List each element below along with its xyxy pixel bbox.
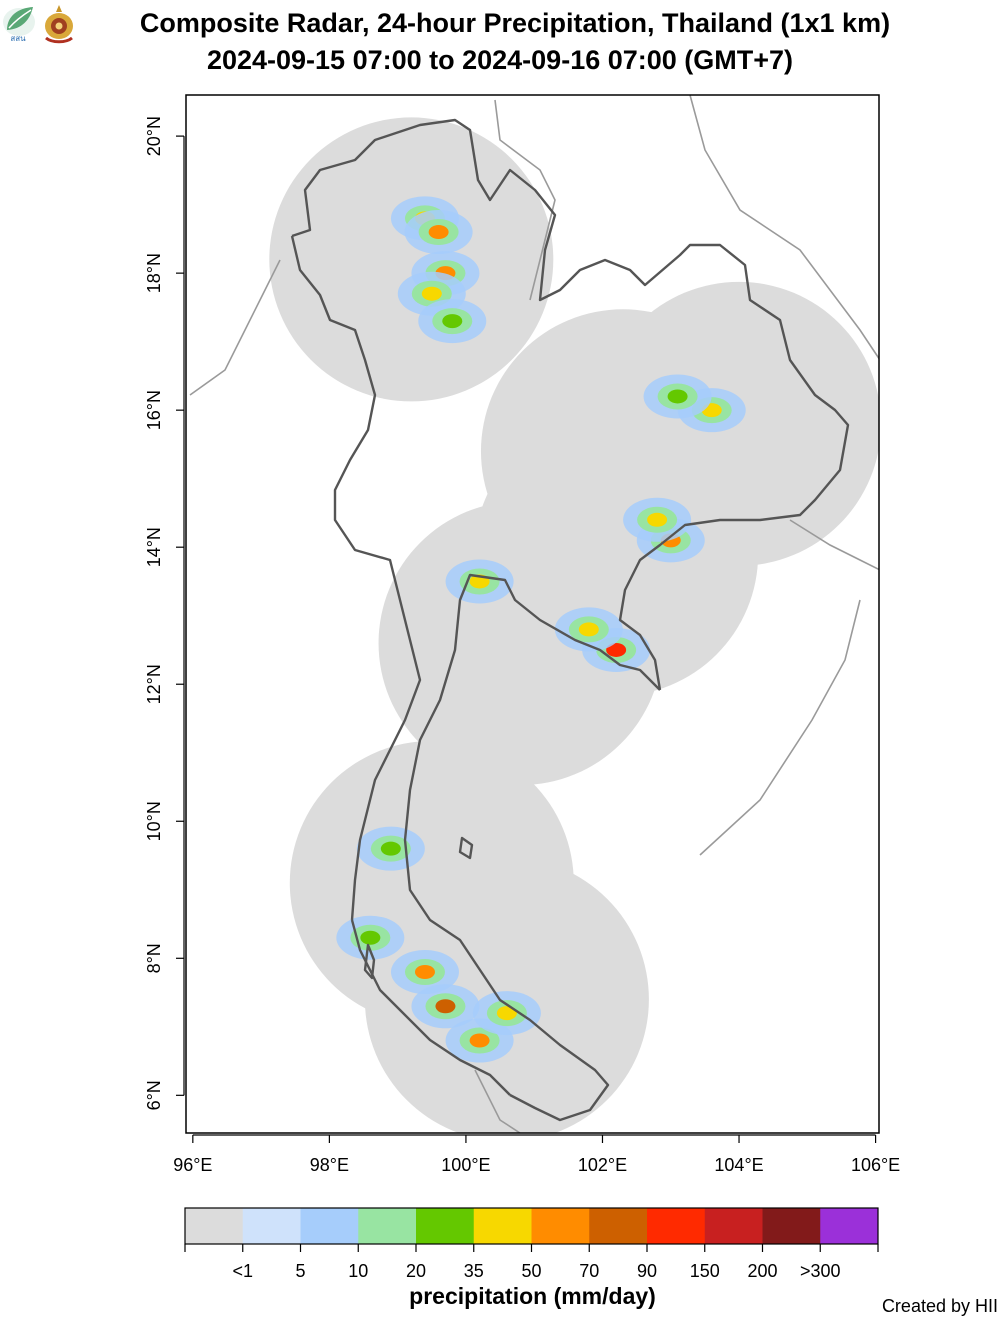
latitude-axis: 6°N 8°N 10°N 12°N 14°N 16°N 18°N 20°N bbox=[144, 116, 185, 1110]
cambodia-vietnam-border bbox=[789, 519, 879, 571]
rain-cell-4 bbox=[442, 314, 463, 329]
map-panel-frame bbox=[185, 94, 880, 1134]
legend-swatch-9 bbox=[704, 1208, 763, 1244]
myanmar-coast bbox=[189, 259, 281, 396]
vietnam-coast bbox=[699, 599, 861, 856]
rain-cell-16 bbox=[360, 930, 381, 945]
legend-swatch-8 bbox=[647, 1208, 706, 1244]
hii-logo-text: สสน bbox=[10, 34, 26, 43]
legend-label: 70 bbox=[579, 1261, 599, 1281]
rain-cell-6 bbox=[667, 389, 688, 404]
rain-cell-3 bbox=[421, 286, 442, 301]
radar-coverage-6 bbox=[474, 412, 759, 697]
legend-swatch-1 bbox=[242, 1208, 301, 1244]
myanmar-laos-border-north bbox=[494, 99, 556, 301]
legend-swatch-10 bbox=[762, 1208, 821, 1244]
agency-logos: สสน bbox=[3, 5, 73, 44]
thailand-andaman-coast bbox=[350, 919, 511, 1096]
radar-coverage-0 bbox=[269, 117, 554, 402]
koh-samui-island bbox=[458, 836, 474, 860]
lat-tick-label: 8°N bbox=[144, 943, 164, 973]
legend-swatch-4 bbox=[416, 1208, 475, 1244]
phuket-island bbox=[363, 943, 376, 980]
lat-tick-label: 18°N bbox=[144, 253, 164, 293]
lon-tick-label: 96°E bbox=[173, 1155, 212, 1175]
lon-tick-label: 106°E bbox=[851, 1155, 900, 1175]
legend-title: precipitation (mm/day) bbox=[409, 1283, 656, 1309]
rainfall-layer bbox=[336, 196, 746, 1063]
lat-tick-label: 12°N bbox=[144, 664, 164, 704]
legend-label: 35 bbox=[464, 1261, 484, 1281]
precipitation-legend: <1 5 10 20 35 50 70 90 150 200 >300 bbox=[184, 1207, 879, 1281]
legend-label: 200 bbox=[747, 1261, 777, 1281]
legend-swatch-11 bbox=[820, 1208, 879, 1244]
lon-tick-label: 104°E bbox=[714, 1155, 763, 1175]
lon-tick-label: 100°E bbox=[441, 1155, 490, 1175]
legend-label: 50 bbox=[521, 1261, 541, 1281]
lat-tick-label: 6°N bbox=[144, 1080, 164, 1110]
lat-tick-label: 14°N bbox=[144, 527, 164, 567]
lat-tick-label: 10°N bbox=[144, 801, 164, 841]
rain-cell-10 bbox=[578, 622, 599, 637]
rain-cell-17 bbox=[496, 1006, 517, 1021]
legend-label: 10 bbox=[348, 1261, 368, 1281]
legend-label: 20 bbox=[406, 1261, 426, 1281]
legend-swatch-3 bbox=[358, 1208, 417, 1244]
rain-cell-13 bbox=[414, 964, 435, 979]
map-subtitle: 2024-09-15 07:00 to 2024-09-16 07:00 (GM… bbox=[206, 45, 794, 75]
radar-coverage-layer bbox=[269, 117, 879, 1133]
hii-leaf-logo: สสน bbox=[3, 7, 35, 43]
legend-swatch-2 bbox=[300, 1208, 359, 1244]
legend-label: <1 bbox=[232, 1261, 253, 1281]
lat-tick-label: 20°N bbox=[144, 116, 164, 156]
gulf-of-thailand-coast bbox=[403, 573, 661, 1122]
rain-cell-8 bbox=[647, 512, 668, 527]
longitude-axis: 96°E 98°E 100°E 102°E 104°E 106°E bbox=[173, 1134, 900, 1175]
rain-cell-14 bbox=[435, 999, 456, 1014]
thailand-outline bbox=[290, 118, 850, 1122]
legend-swatch-7 bbox=[589, 1208, 648, 1244]
legend-label: 5 bbox=[295, 1261, 305, 1281]
royal-emblem-logo bbox=[45, 5, 73, 44]
map-title: Composite Radar, 24-hour Precipitation, … bbox=[139, 8, 891, 38]
rain-cell-15 bbox=[469, 1033, 490, 1048]
legend-label: 150 bbox=[690, 1261, 720, 1281]
malaysia-border bbox=[474, 1069, 521, 1133]
lon-tick-label: 98°E bbox=[310, 1155, 349, 1175]
legend-swatch-6 bbox=[531, 1208, 590, 1244]
credit-text: Created by HII bbox=[881, 1296, 998, 1316]
legend-label: 90 bbox=[637, 1261, 657, 1281]
lon-tick-label: 102°E bbox=[578, 1155, 627, 1175]
legend-label: >300 bbox=[800, 1261, 841, 1281]
legend-swatch-0 bbox=[185, 1208, 244, 1244]
laos-vietnam-border bbox=[689, 95, 879, 360]
rain-cell-1 bbox=[428, 225, 449, 240]
thailand-west-border bbox=[290, 235, 422, 921]
rain-cell-9 bbox=[606, 642, 627, 657]
legend-swatch-5 bbox=[473, 1208, 532, 1244]
lat-tick-label: 16°N bbox=[144, 390, 164, 430]
country-borders bbox=[189, 95, 879, 1133]
thailand-north-northeast-border bbox=[291, 118, 850, 691]
rain-cell-12 bbox=[380, 841, 401, 856]
